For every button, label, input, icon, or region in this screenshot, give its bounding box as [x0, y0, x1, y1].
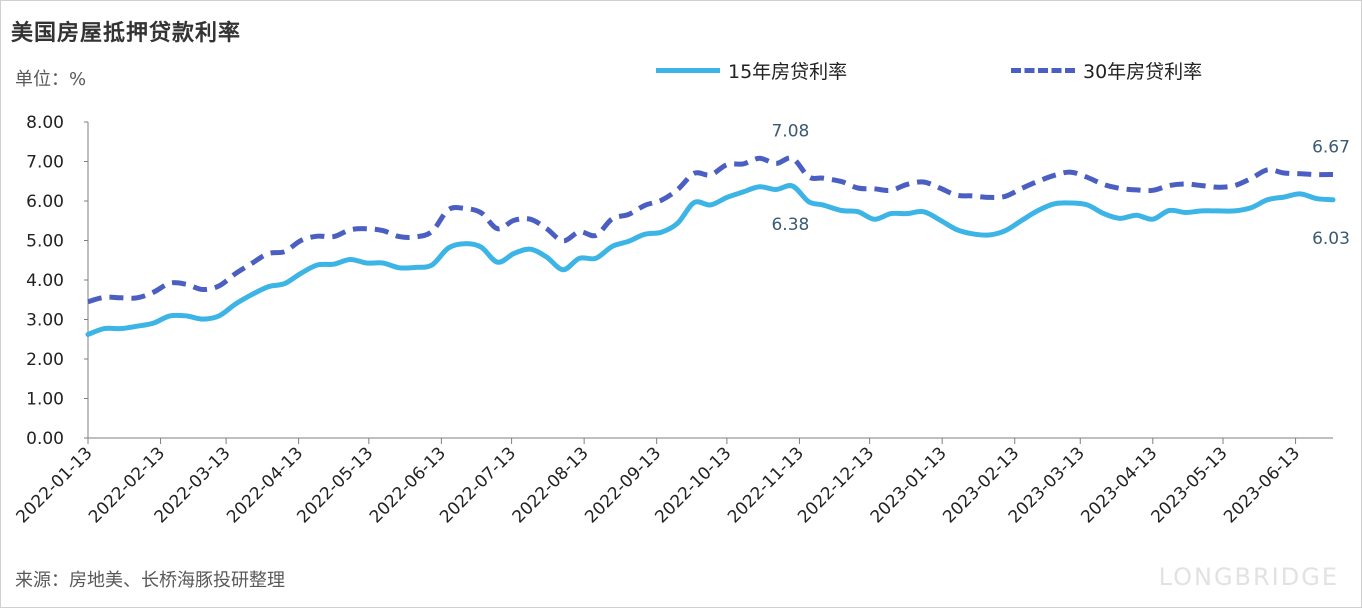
x-tick-label: 2023-05-13 [1148, 443, 1232, 527]
data-label: 6.67 [1312, 138, 1350, 158]
y-tick-label: 4.00 [26, 271, 64, 291]
legend-swatch-dashed [1011, 68, 1075, 73]
series-line-30yr [87, 155, 1334, 305]
x-tick-label: 2022-10-13 [651, 443, 735, 527]
chart-title: 美国房屋抵押贷款利率 [11, 21, 242, 46]
y-tick-label: 5.00 [26, 232, 64, 252]
y-tick-label: 3.00 [26, 311, 64, 331]
legend-item-30yr: 30年房贷利率 [1011, 57, 1202, 84]
x-tick-label: 2022-07-13 [436, 443, 520, 527]
x-tick-label: 2022-12-13 [794, 443, 878, 527]
unit-label: 单位：% [15, 69, 87, 90]
legend-item-15yr: 15年房贷利率 [656, 57, 847, 84]
legend-label-15yr: 15年房贷利率 [728, 61, 848, 83]
y-tick-label: 6.00 [26, 192, 64, 212]
x-tick-label: 2023-01-13 [867, 443, 951, 527]
legend-swatch-solid [656, 68, 720, 73]
source-note: 来源：房地美、长桥海豚投研整理 [15, 570, 285, 591]
y-tick-label: 2.00 [26, 350, 64, 370]
x-tick-label: 2022-05-13 [293, 443, 377, 527]
y-tick-label: 0.00 [26, 429, 64, 449]
x-tick-label: 2022-08-13 [509, 443, 593, 527]
series-line-15yr [85, 183, 1336, 337]
x-tick-label: 2023-06-13 [1220, 443, 1304, 527]
y-tick-label: 7.00 [26, 153, 64, 173]
y-tick-label: 1.00 [26, 390, 64, 410]
watermark-brand: LONGBRIDGE [1158, 563, 1339, 591]
data-label: 7.08 [771, 121, 809, 141]
y-tick-label: 8.00 [26, 113, 64, 133]
data-label: 6.38 [771, 215, 809, 235]
legend-label-30yr: 30年房贷利率 [1083, 61, 1203, 83]
data-label: 6.03 [1312, 229, 1350, 249]
x-tick-label: 2022-01-13 [13, 443, 97, 527]
